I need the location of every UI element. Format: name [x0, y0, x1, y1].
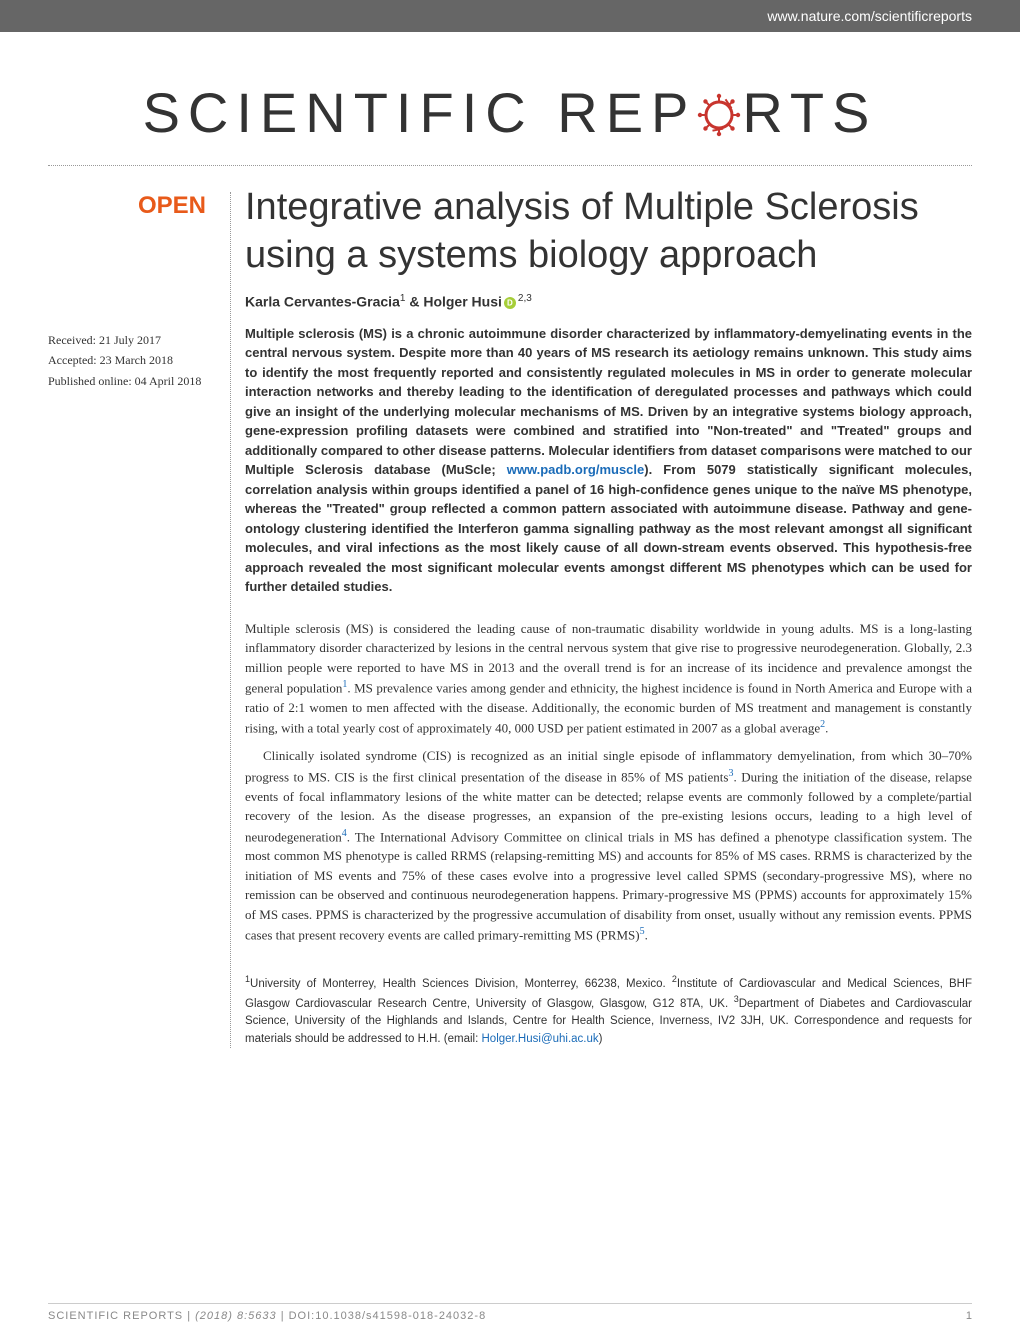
footer-sep: | [183, 1310, 195, 1322]
body-paragraph-1: Multiple sclerosis (MS) is considered th… [245, 619, 972, 739]
abstract-link[interactable]: www.padb.org/muscle [507, 462, 644, 477]
right-column: Integrative analysis of Multiple Scleros… [231, 184, 972, 1048]
body-p2c: . The International Advisory Committee o… [245, 829, 972, 943]
footer-year-vol: (2018) 8:5633 [195, 1310, 281, 1322]
correspondence-email[interactable]: Holger.Husi@uhi.ac.uk [482, 1033, 599, 1045]
journal-logo-text: SCIENTIFIC REP [143, 80, 878, 145]
body-p2d: . [645, 928, 648, 943]
author1-name: Karla Cervantes-Gracia [245, 294, 400, 310]
body-p1b: . MS prevalence varies among gender and … [245, 680, 972, 735]
page-container: www.nature.com/scientificreports SCIENTI… [0, 0, 1020, 1340]
page-footer: SCIENTIFIC REPORTS | (2018) 8:5633 | DOI… [48, 1303, 972, 1322]
orcid-icon[interactable] [504, 297, 516, 309]
open-access-badge: OPEN [48, 184, 206, 220]
abstract: Multiple sclerosis (MS) is a chronic aut… [245, 324, 972, 597]
body-paragraph-2: Clinically isolated syndrome (CIS) is re… [245, 746, 972, 945]
abstract-part1: Multiple sclerosis (MS) is a chronic aut… [245, 326, 972, 478]
published-date: Published online: 04 April 2018 [48, 371, 206, 391]
affiliations: 1University of Monterrey, Health Science… [245, 973, 972, 1048]
author-separator: & [405, 294, 423, 310]
content-wrapper: OPEN Received: 21 July 2017 Accepted: 23… [0, 166, 1020, 1048]
aff-text-a: University of Monterrey, Health Sciences… [250, 978, 672, 990]
footer-page-number: 1 [966, 1310, 972, 1322]
footer-citation: SCIENTIFIC REPORTS | (2018) 8:5633 | DOI… [48, 1310, 486, 1322]
accepted-date: Accepted: 23 March 2018 [48, 350, 206, 370]
footer-journal: SCIENTIFIC REPORTS [48, 1310, 183, 1322]
abstract-part2: ). From 5079 statistically significant m… [245, 462, 972, 594]
header-url[interactable]: www.nature.com/scientificreports [767, 8, 972, 24]
article-title: Integrative analysis of Multiple Scleros… [245, 184, 972, 279]
gear-icon [694, 88, 744, 138]
received-date: Received: 21 July 2017 [48, 330, 206, 350]
authors-line: Karla Cervantes-Gracia1 & Holger Husi2,3 [245, 293, 972, 310]
logo-part1: SCIENTIFIC [143, 80, 534, 145]
header-bar: www.nature.com/scientificreports [0, 0, 1020, 32]
footer-doi: | DOI:10.1038/s41598-018-24032-8 [281, 1310, 486, 1322]
logo-part3: RTS [742, 80, 877, 145]
aff-text-d: ) [599, 1033, 603, 1045]
author2-name: Holger Husi [423, 294, 502, 310]
logo-part2: REP [557, 80, 696, 145]
left-column: OPEN Received: 21 July 2017 Accepted: 23… [48, 184, 218, 1048]
journal-logo: SCIENTIFIC REP [0, 32, 1020, 165]
author2-aff: 2,3 [518, 293, 532, 304]
dates-block: Received: 21 July 2017 Accepted: 23 Marc… [48, 330, 206, 391]
body-p1c: . [825, 721, 828, 736]
